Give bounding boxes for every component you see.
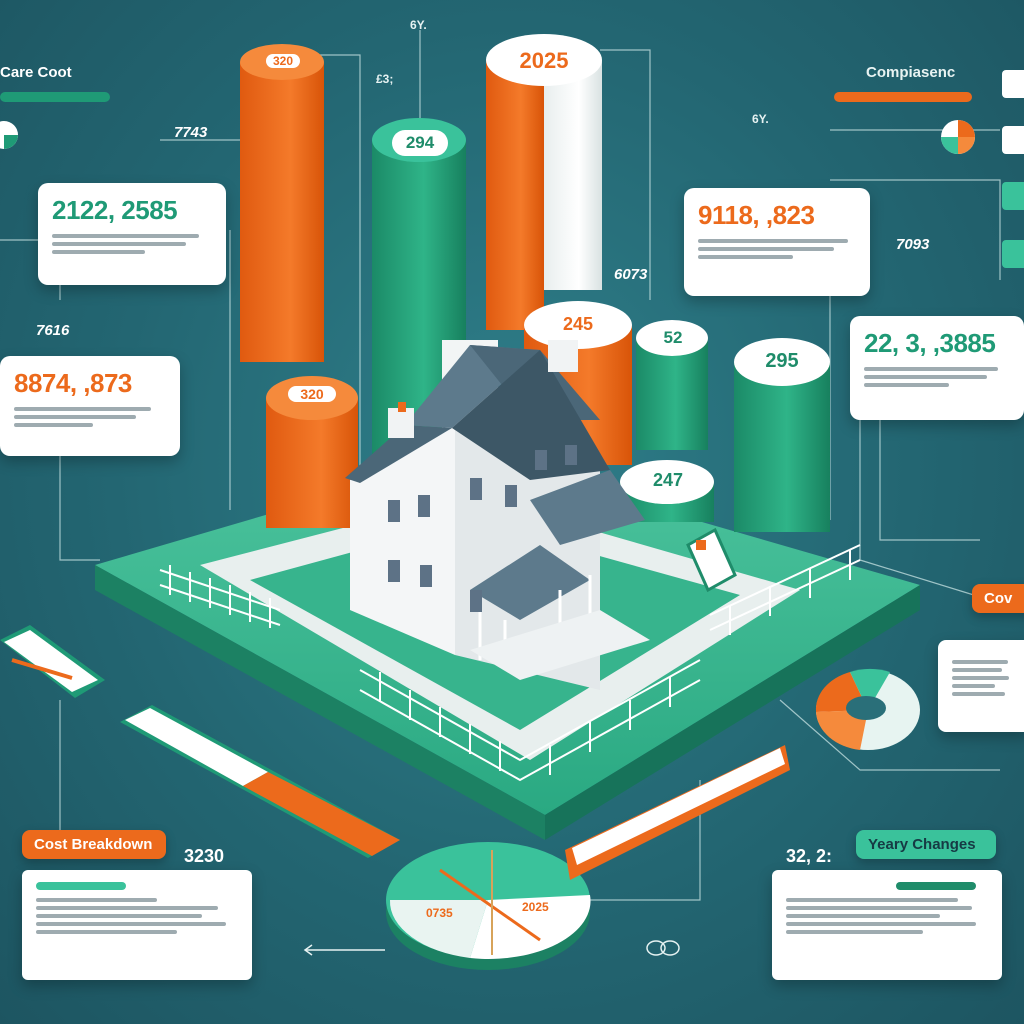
bar-label-2: 294 — [392, 130, 448, 156]
title-left-bar — [0, 92, 110, 102]
card-top-left-text-lines — [52, 234, 212, 254]
card-top-right-number: 9118, ,823 — [698, 200, 815, 230]
pie-label-2: 2025 — [522, 900, 549, 914]
card-top-right-text-lines — [698, 239, 856, 259]
arrow-icon — [303, 944, 385, 956]
mark-top: 6Y. — [410, 18, 427, 32]
card-right-edge — [938, 640, 1024, 732]
card-top-left-number: 2122, 2585 — [52, 195, 178, 225]
bottom-band-left — [120, 705, 400, 858]
pie-chart-icon — [386, 842, 591, 970]
mark-left: £3; — [376, 72, 394, 86]
bar-label-8: 247 — [652, 470, 684, 490]
card-top-left: 2122, 2585 — [38, 183, 226, 285]
pie-label-1: 0735 — [426, 906, 453, 920]
card-mid-right-text-lines — [864, 367, 1010, 387]
side-number-5: 3230 — [184, 846, 225, 866]
bar-cylinders — [240, 34, 830, 532]
side-number-3: 6073 — [614, 266, 648, 283]
title-right-bar — [834, 92, 972, 102]
card-mid-right-number: 22, 3, ,3885 — [864, 328, 996, 358]
cost-breakdown-card — [22, 870, 252, 980]
right-edge-tabs — [1002, 70, 1024, 268]
side-number-4: 7093 — [896, 236, 930, 253]
bar-label-1: 320 — [266, 54, 300, 68]
small-pie-left — [0, 121, 18, 149]
yearly-changes-label: Yeary Changes — [856, 830, 996, 859]
side-number-6: 32, 2: — [786, 846, 833, 866]
card-right-edge-text-lines — [952, 660, 1014, 696]
fence-posts — [169, 550, 851, 775]
yearly-changes-text-lines — [786, 898, 988, 934]
cost-breakdown-accent — [36, 882, 126, 890]
cost-breakdown-text-lines — [36, 898, 238, 934]
side-number-2: 7616 — [36, 322, 70, 339]
card-mid-right: 22, 3, ,3885 — [850, 316, 1024, 420]
card-top-right: 9118, ,823 — [684, 188, 870, 296]
yearly-changes-accent — [896, 882, 976, 890]
bar-label-7: 320 — [288, 386, 336, 402]
title-left: Care Coot — [0, 64, 72, 81]
mini-card-left — [0, 625, 105, 698]
bar-label-4: 245 — [562, 314, 594, 334]
donut-chart-icon — [815, 668, 920, 750]
mark-right: 6Y. — [752, 112, 769, 126]
fence — [159, 544, 861, 782]
house-illustration — [345, 340, 737, 690]
bar-label-6: 295 — [765, 350, 799, 372]
yearly-changes-card — [772, 870, 1002, 980]
small-pie-right — [941, 120, 975, 154]
card-mid-left: 8874, ,873 — [0, 356, 180, 456]
side-number-1: 7743 — [174, 124, 208, 141]
link-icon — [646, 940, 680, 956]
bar-label-5: 52 — [663, 328, 683, 347]
bottom-band-right — [565, 745, 790, 880]
card-mid-left-text-lines — [14, 407, 166, 427]
bar-label-3: 2025 — [519, 48, 569, 73]
card-mid-left-number: 8874, ,873 — [14, 368, 132, 398]
title-right: Compiasenc — [866, 64, 956, 81]
cost-breakdown-label: Cost Breakdown — [22, 830, 166, 859]
side-tag-right: Cov — [972, 584, 1024, 613]
